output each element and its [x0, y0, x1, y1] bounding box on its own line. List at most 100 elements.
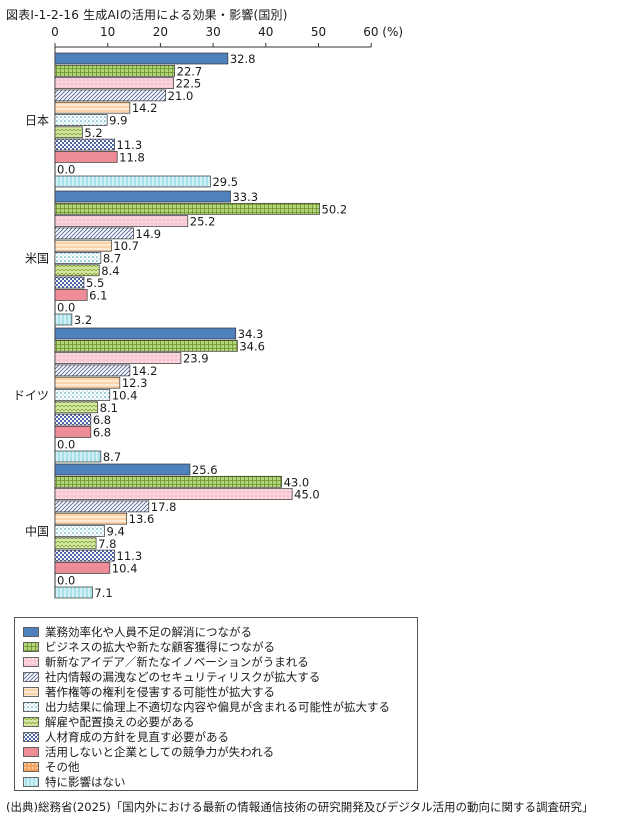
data-label: 14.2	[132, 101, 158, 115]
data-label: 7.1	[94, 586, 112, 600]
data-label: 8.4	[101, 264, 119, 278]
data-label: 10.4	[112, 561, 138, 575]
data-label: 3.2	[74, 313, 92, 327]
bar	[54, 101, 131, 114]
bar	[54, 401, 99, 414]
data-label: 33.3	[232, 190, 258, 204]
bar	[54, 475, 282, 488]
legend-swatch	[23, 732, 39, 742]
data-label: 29.5	[212, 175, 238, 189]
bar	[54, 500, 150, 513]
chart-title: 図表Ⅰ-1-2-16 生成AIの活用による効果・影響(国別)	[6, 8, 288, 22]
bar	[54, 364, 131, 377]
legend-item: 出力結果に倫理上不適切な内容や偏見が含まれる可能性が拡大する	[23, 699, 390, 715]
bar	[54, 586, 93, 599]
bar	[54, 89, 167, 102]
bar	[54, 512, 128, 525]
bar	[54, 114, 108, 126]
x-tick-label: 60 (%)	[363, 25, 403, 39]
legend-item: 斬新なアイデア／新たなイノベーションがうまれる	[23, 654, 309, 670]
bar	[54, 239, 112, 252]
legend-item: その他	[23, 759, 80, 775]
category-label: 日本	[25, 114, 49, 128]
bar	[54, 252, 102, 264]
legend-swatch	[23, 762, 39, 772]
data-label: 25.2	[190, 215, 216, 229]
bar	[54, 488, 293, 500]
data-label: 12.3	[122, 376, 148, 390]
data-label: 11.8	[119, 150, 145, 164]
bar	[54, 138, 115, 151]
legend-label: 特に影響はない	[45, 775, 126, 789]
data-label: 8.7	[103, 450, 121, 464]
legend-label: 解雇や配置換えの必要がある	[45, 715, 195, 729]
bar	[54, 289, 88, 301]
x-tick-label: 20	[153, 25, 168, 39]
data-label: 14.9	[136, 227, 162, 241]
legend-swatch	[23, 672, 39, 682]
legend: 業務効率化や人員不足の解消につながる ビジネスの拡大や新たな顧客獲得につながる 斬新…	[14, 617, 418, 791]
bar	[54, 352, 182, 364]
bar	[54, 264, 100, 277]
data-label: 0.0	[57, 301, 75, 315]
data-label: 6.1	[89, 288, 107, 302]
bar	[54, 549, 115, 562]
legend-item: 解雇や配置換えの必要がある	[23, 714, 195, 730]
data-label: 23.9	[183, 352, 209, 366]
data-label: 50.2	[322, 202, 348, 216]
category-label: ドイツ	[13, 389, 49, 403]
data-label: 0.0	[57, 574, 75, 588]
data-label: 21.0	[168, 89, 194, 103]
legend-label: 活用しないと企業としての競争力が失われる	[45, 745, 275, 759]
legend-item: 社内情報の漏洩などのセキュリティリスクが拡大する	[23, 669, 320, 685]
bar	[54, 202, 320, 215]
bar	[54, 276, 85, 289]
data-label: 10.7	[113, 239, 139, 253]
bar	[54, 227, 134, 240]
bar	[54, 327, 237, 340]
bar	[54, 562, 111, 574]
data-label: 11.3	[117, 138, 143, 152]
legend-item: ビジネスの拡大や新たな顧客獲得につながる	[23, 639, 275, 655]
legend-item: 特に影響はない	[23, 774, 126, 790]
legend-label: 社内情報の漏洩などのセキュリティリスクが拡大する	[45, 670, 321, 684]
bar	[54, 376, 121, 389]
data-label: 8.7	[103, 252, 121, 266]
bar	[54, 339, 238, 352]
data-label: 43.0	[284, 475, 310, 489]
legend-item: 著作権等の権利を侵害する可能性が拡大する	[23, 684, 275, 700]
legend-swatch	[23, 777, 39, 787]
category-label: 中国	[25, 524, 49, 539]
bar	[54, 463, 191, 476]
data-label: 8.1	[100, 401, 118, 415]
data-label: 9.9	[109, 114, 127, 128]
bar	[54, 537, 97, 550]
bar	[54, 313, 73, 326]
data-label: 0.0	[57, 163, 75, 177]
bar	[54, 413, 92, 426]
legend-label: 著作権等の権利を侵害する可能性が拡大する	[45, 685, 275, 699]
bar	[54, 426, 92, 438]
x-tick-label: 30	[205, 25, 220, 39]
legend-label: 業務効率化や人員不足の解消につながる	[45, 625, 252, 639]
legend-label: 斬新なアイデア／新たなイノベーションがうまれる	[45, 655, 309, 669]
category-label: 米国	[25, 252, 49, 266]
bar	[54, 52, 229, 65]
data-label: 22.7	[177, 64, 203, 78]
legend-item: 活用しないと企業としての競争力が失われる	[23, 744, 274, 760]
x-tick-label: 50	[311, 25, 326, 39]
legend-swatch	[23, 642, 39, 652]
bar	[54, 64, 175, 77]
legend-swatch	[23, 627, 39, 637]
data-label: 10.4	[112, 389, 138, 403]
bar	[54, 450, 102, 463]
legend-label: 出力結果に倫理上不適切な内容や偏見が含まれる可能性が拡大する	[45, 700, 390, 714]
legend-label: ビジネスの拡大や新たな顧客獲得につながる	[45, 640, 275, 654]
data-label: 17.8	[151, 500, 177, 514]
data-label: 5.2	[84, 126, 102, 140]
data-label: 14.2	[132, 364, 158, 378]
bar	[54, 215, 189, 227]
data-label: 11.3	[117, 549, 143, 563]
legend-label: その他	[45, 760, 80, 774]
